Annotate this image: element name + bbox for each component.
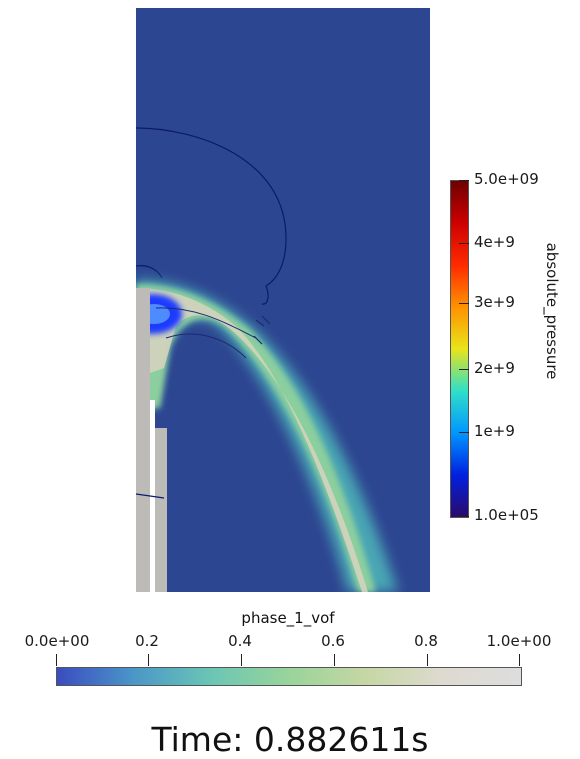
pressure-color-bar [450,180,469,518]
vof-tick [334,654,335,666]
vof-jet-outer [136,280,398,592]
pressure-tick-label: 3e+9 [474,293,515,311]
vof-tick-label: 0.8 [414,632,438,650]
time-annotation: Time: 0.882611s [151,720,429,759]
nozzle-wall [155,428,167,592]
vof-tick-label: 1.0e+00 [486,632,552,650]
vof-tick-label: 0.4 [228,632,252,650]
pressure-tick [459,516,469,517]
pressure-tick [459,180,469,181]
vof-tick [56,654,57,666]
simulation-field [136,8,430,592]
pressure-tick [459,369,469,370]
pressure-contour-line [136,265,163,279]
pressure-tick-label: 4e+9 [474,233,515,251]
vof-tick [241,654,242,666]
vof-tick-label: 0.0e+00 [24,632,90,650]
pressure-contour-line [136,493,165,499]
left-wall-phase [136,288,150,592]
pressure-tick-label: 1.0e+05 [474,506,539,524]
vof-tick [148,654,149,666]
vof-tick [427,654,428,666]
jet-contour-line [253,315,271,345]
pressure-contour-line [136,127,287,305]
simulation-viewport[interactable] [136,8,430,592]
vof-legend-title: phase_1_vof [241,609,335,627]
vof-tick-label: 0.6 [321,632,345,650]
pressure-tick [459,432,469,433]
pressure-tick-label: 1e+9 [474,422,515,440]
pressure-legend-title: absolute_pressure [543,242,561,380]
pressure-tick [459,303,469,304]
vof-tick-label: 0.2 [135,632,159,650]
pressure-tick-label: 5.0e+09 [474,170,539,188]
vof-tick [519,654,520,666]
pressure-tick [459,243,469,244]
jet-contour-line [155,307,257,359]
vof-color-bar [56,667,522,686]
pressure-tick-label: 2e+9 [474,359,515,377]
